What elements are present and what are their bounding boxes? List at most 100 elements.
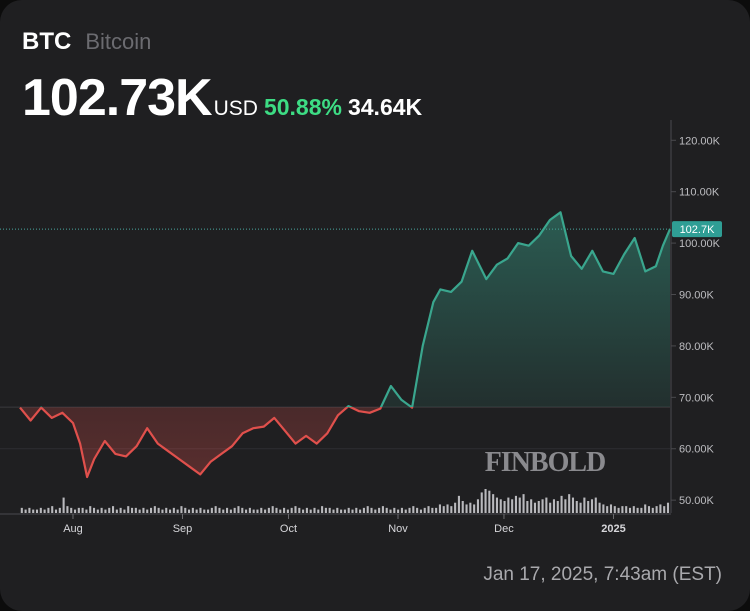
x-tick-label: Sep (173, 523, 193, 535)
volume-bar (587, 501, 590, 513)
volume-bar (568, 494, 571, 513)
volume-bar (176, 509, 179, 513)
volume-bar (644, 504, 647, 513)
volume-bar (218, 507, 221, 513)
volume-bar (552, 499, 556, 513)
volume-bar (77, 507, 80, 513)
volume-bar (130, 507, 134, 513)
volume-bar (366, 506, 369, 513)
volume-bar (579, 502, 582, 513)
volume-bar (188, 509, 191, 513)
volume-bar (659, 504, 662, 513)
volume-bar (229, 509, 232, 513)
volume-bar (134, 507, 137, 513)
y-axis: 120.00K 110.00K 100.00K 90.00K 80.00K 70.00K 6… (670, 120, 721, 513)
volume-bar (499, 499, 502, 513)
volume-bar (518, 497, 521, 513)
volume-bar (594, 497, 597, 513)
asset-symbol: BTC (22, 28, 72, 55)
volume-bar (484, 489, 487, 513)
volume-bar (590, 499, 594, 513)
y-tick-label: 60.00K (679, 444, 715, 456)
volume-bar (404, 509, 407, 513)
volume-bar (541, 499, 544, 513)
volume-bar (47, 507, 50, 513)
volume-bar (488, 490, 491, 513)
volume-bar (51, 506, 54, 513)
volume-bar (575, 501, 578, 513)
volume-bar (264, 509, 267, 513)
volume-bar (165, 507, 168, 513)
volume-bar (545, 497, 548, 513)
volume-bar (583, 497, 586, 513)
volume-bar (157, 507, 160, 513)
volume-bar (260, 507, 263, 513)
volume-bar (393, 507, 396, 513)
volume-bar (207, 509, 210, 513)
volume-bar (419, 509, 422, 513)
volume-bar (431, 507, 434, 513)
volume-bars (20, 489, 670, 513)
volume-bar (119, 507, 122, 513)
volume-bar (613, 506, 616, 513)
y-tick-label: 120.00K (679, 135, 721, 147)
volume-bar (226, 507, 229, 513)
y-tick-label: 90.00K (679, 290, 715, 302)
volume-bar (560, 495, 563, 513)
volume-bar (324, 507, 327, 513)
volume-bar (435, 507, 438, 513)
volume-bar (632, 506, 635, 513)
volume-bar (385, 507, 388, 513)
volume-bar (381, 506, 384, 513)
volume-bar (602, 504, 605, 513)
volume-bar (636, 507, 639, 513)
volume-bar (290, 507, 293, 513)
volume-bar (62, 497, 65, 513)
volume-bar (92, 507, 96, 513)
volume-bar (564, 499, 567, 513)
volume-bar (199, 507, 202, 513)
volume-bar (309, 509, 312, 513)
volume-bar (32, 509, 35, 513)
volume-bar (195, 509, 198, 513)
y-tick-label: 50.00K (679, 495, 715, 507)
volume-bar (305, 507, 308, 513)
volume-bar (666, 502, 670, 513)
volume-bar (457, 495, 460, 513)
volume-bar (184, 507, 187, 513)
volume-bar (442, 506, 445, 513)
x-tick-label: Nov (388, 523, 408, 535)
volume-bar (427, 506, 430, 513)
volume-bar (530, 499, 533, 513)
volume-bar (332, 509, 335, 513)
volume-bar (203, 509, 206, 513)
volume-bar (302, 509, 305, 513)
area-below-baseline (20, 407, 413, 477)
volume-bar (492, 494, 495, 513)
price-quote: 102.73K USD 50.88% 34.64K (22, 68, 422, 128)
y-tick-label: 70.00K (679, 392, 715, 404)
volume-bar (153, 506, 156, 513)
volume-bar (359, 509, 362, 513)
change-absolute: 34.64K (347, 94, 423, 120)
volume-bar (180, 506, 183, 513)
volume-bar (480, 492, 483, 513)
current-price-label: 102.7K (680, 224, 716, 236)
volume-bar (24, 509, 27, 513)
timestamp: Jan 17, 2025, 7:43am (EST) (483, 564, 722, 585)
volume-bar (446, 504, 449, 513)
volume-bar (617, 507, 620, 513)
volume-bar (347, 507, 350, 513)
volume-bar (70, 507, 73, 513)
x-axis: Aug Sep Oct Nov Dec 2025 (0, 513, 671, 535)
volume-bar (191, 507, 194, 513)
asset-header: BTC Bitcoin (22, 28, 151, 56)
volume-bar (454, 502, 457, 513)
volume-bar (537, 501, 540, 513)
volume-bar (397, 509, 400, 513)
volume-bar (20, 507, 23, 513)
volume-bar (522, 494, 525, 513)
current-price: 102.73K (22, 69, 213, 127)
volume-bar (214, 506, 217, 513)
volume-bar (571, 497, 575, 513)
